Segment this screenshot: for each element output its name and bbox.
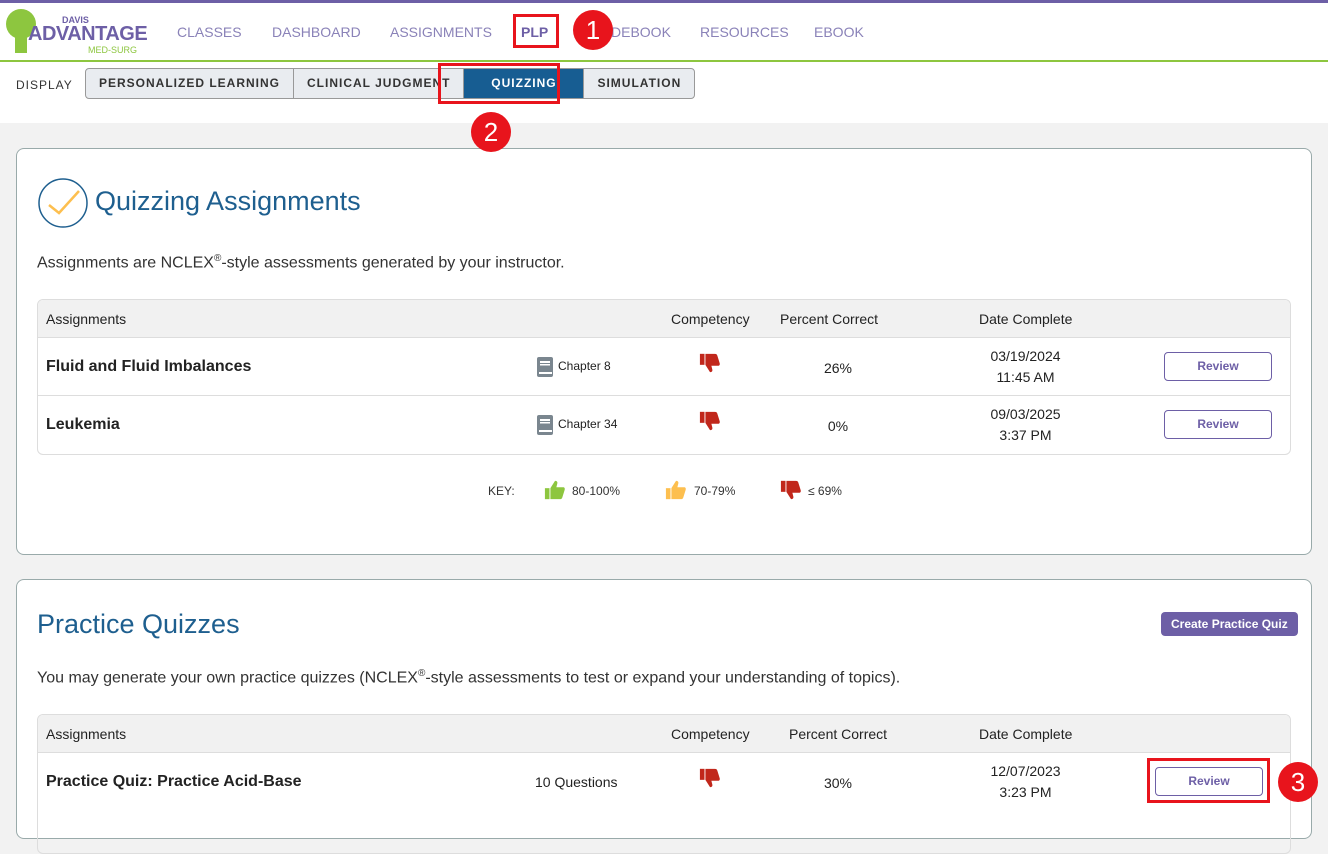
time-complete: 3:37 PM bbox=[999, 427, 1052, 443]
col-percent-correct: Percent Correct bbox=[780, 311, 879, 327]
nav-plp[interactable]: PLP bbox=[521, 24, 549, 40]
date-complete: 12/07/2023 bbox=[990, 763, 1061, 779]
time-complete: 3:23 PM bbox=[999, 784, 1052, 800]
thumbs-down-icon bbox=[699, 410, 721, 432]
annotation-badge: 3 bbox=[1278, 762, 1318, 802]
review-button[interactable]: Review bbox=[1155, 767, 1263, 796]
percent-correct: 0% bbox=[827, 418, 849, 434]
table-row: Fluid and Fluid Imbalances Chapter 8 26%… bbox=[38, 338, 1290, 396]
nav-ebook[interactable]: EBOOK bbox=[814, 24, 864, 40]
section-description: You may generate your own practice quizz… bbox=[37, 668, 900, 687]
davis-advantage-logo[interactable]: DAVIS ADVANTAGE MED-SURG bbox=[4, 7, 148, 59]
tab-simulation[interactable]: SIMULATION bbox=[597, 76, 682, 90]
table-row: Leukemia Chapter 34 0% 09/03/2025 3:37 P… bbox=[38, 396, 1290, 454]
desc-text: -style assessments to test or expand you… bbox=[425, 669, 901, 687]
table-row: Practice Quiz: Practice Acid-Base 10 Que… bbox=[38, 753, 1290, 811]
section-title: Quizzing Assignments bbox=[95, 186, 361, 216]
section-description: Assignments are NCLEX®-style assessments… bbox=[37, 253, 565, 272]
col-percent-correct: Percent Correct bbox=[789, 726, 888, 742]
tab-personalized-learning[interactable]: PERSONALIZED LEARNING bbox=[86, 69, 295, 98]
logo-text: ADVANTAGE bbox=[28, 23, 148, 45]
assignment-name: Fluid and Fluid Imbalances bbox=[46, 358, 252, 375]
time-complete: 11:45 AM bbox=[996, 369, 1055, 385]
thumbs-down-icon bbox=[699, 767, 721, 789]
nav-assignments[interactable]: ASSIGNMENTS bbox=[390, 24, 492, 40]
desc-text: You may generate your own practice quizz… bbox=[37, 669, 418, 687]
key-label: KEY: bbox=[488, 484, 515, 498]
top-navbar: DAVIS ADVANTAGE MED-SURG CLASSES DASHBOA… bbox=[0, 0, 1328, 62]
key-item-label: ≤ 69% bbox=[808, 484, 842, 498]
checkmark-circle-icon bbox=[38, 178, 88, 228]
key-item-label: 70-79% bbox=[694, 484, 736, 498]
col-competency: Competency bbox=[671, 726, 750, 742]
thumbs-up-icon bbox=[665, 479, 687, 501]
book-icon bbox=[537, 357, 553, 377]
table-header: Assignments Competency Percent Correct D… bbox=[38, 715, 1290, 753]
chapter-label: Chapter 8 bbox=[558, 359, 611, 373]
registered-mark: ® bbox=[213, 253, 222, 264]
thumbs-down-icon bbox=[699, 352, 721, 374]
logo-text: DAVIS bbox=[62, 15, 89, 25]
desc-text: Assignments are NCLEX bbox=[37, 254, 214, 272]
key-item-label: 80-100% bbox=[572, 484, 621, 498]
annotation-badge: 2 bbox=[471, 112, 511, 152]
desc-text: -style assessments generated by your ins… bbox=[221, 254, 565, 272]
registered-mark: ® bbox=[417, 668, 426, 679]
nav-dashboard[interactable]: DASHBOARD bbox=[272, 24, 361, 40]
practice-table: Assignments Competency Percent Correct D… bbox=[37, 714, 1291, 854]
nav-classes[interactable]: CLASSES bbox=[177, 24, 242, 40]
col-date-complete: Date Complete bbox=[979, 311, 1073, 327]
assignments-table: Assignments Competency Percent Correct D… bbox=[37, 299, 1291, 455]
col-assignments: Assignments bbox=[46, 726, 127, 742]
assignment-name: Leukemia bbox=[46, 416, 120, 433]
percent-correct: 30% bbox=[823, 775, 853, 791]
lightbulb-icon bbox=[6, 9, 36, 53]
annotation-highlight bbox=[438, 63, 560, 104]
nav-resources[interactable]: RESOURCES bbox=[700, 24, 789, 40]
table-header: Assignments Competency Percent Correct D… bbox=[38, 300, 1290, 338]
annotation-highlight bbox=[513, 14, 559, 48]
thumbs-up-icon bbox=[544, 479, 566, 501]
display-label: DISPLAY bbox=[16, 78, 73, 92]
review-button[interactable]: Review bbox=[1164, 352, 1272, 381]
quizzing-assignments-card: Quizzing Assignments Assignments are NCL… bbox=[16, 148, 1312, 555]
annotation-highlight bbox=[1147, 758, 1270, 803]
nav-gradebook[interactable]: DEBOOK bbox=[611, 24, 671, 40]
tab-quizzing[interactable]: QUIZZING bbox=[464, 69, 585, 98]
thumbs-down-icon bbox=[780, 479, 802, 501]
question-count: 10 Questions bbox=[535, 774, 618, 790]
percent-correct: 26% bbox=[823, 360, 853, 376]
col-assignments: Assignments bbox=[46, 311, 127, 327]
col-competency: Competency bbox=[671, 311, 750, 327]
chapter-label: Chapter 34 bbox=[558, 417, 618, 431]
col-date-complete: Date Complete bbox=[979, 726, 1073, 742]
display-tabs: PERSONALIZED LEARNING CLINICAL JUDGMENT … bbox=[85, 68, 696, 99]
section-title: Practice Quizzes bbox=[37, 609, 240, 639]
assignment-name: Practice Quiz: Practice Acid-Base bbox=[46, 773, 302, 790]
practice-quizzes-card: Practice Quizzes Create Practice Quiz Yo… bbox=[16, 579, 1312, 854]
book-icon bbox=[537, 415, 553, 435]
tab-clinical-judgment[interactable]: CLINICAL JUDGMENT bbox=[294, 69, 465, 98]
review-button[interactable]: Review bbox=[1164, 410, 1272, 439]
create-practice-quiz-button[interactable]: Create Practice Quiz bbox=[1161, 612, 1298, 636]
annotation-badge: 1 bbox=[573, 10, 613, 50]
logo-text: MED-SURG bbox=[88, 45, 137, 55]
date-complete: 09/03/2025 bbox=[990, 406, 1061, 422]
date-complete: 03/19/2024 bbox=[990, 348, 1061, 364]
